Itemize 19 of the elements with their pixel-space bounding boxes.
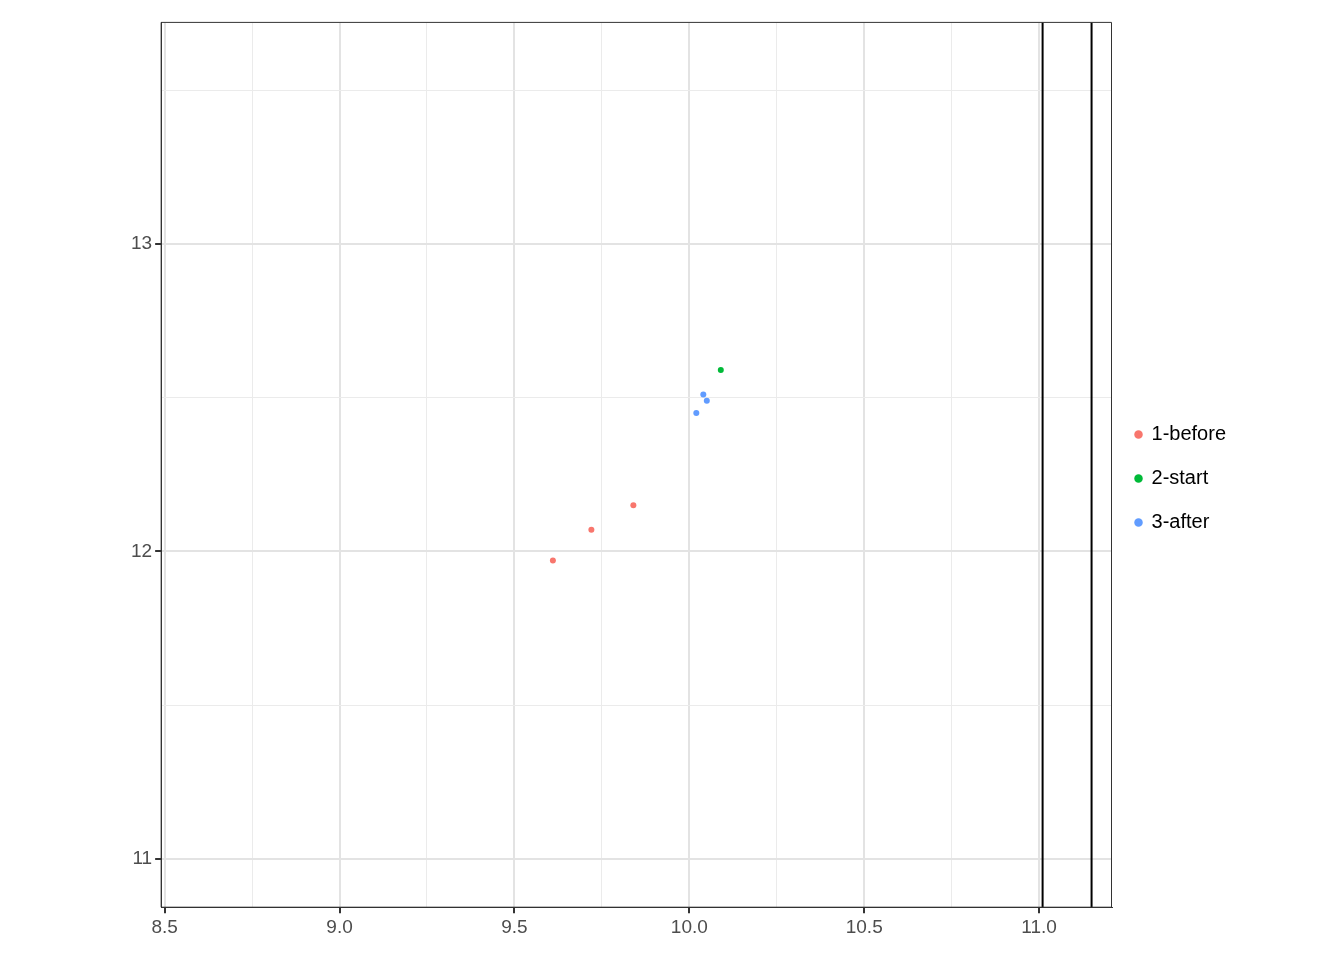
point [549,557,556,564]
point [693,409,700,416]
point [717,366,724,373]
legend-label: 3-after [1151,510,1210,533]
point [703,397,710,404]
y-tick-label: 11 [132,847,153,869]
x-tick-label: 10.0 [670,915,708,937]
x-tick-label: 9.5 [501,915,528,937]
point [588,526,595,533]
x-tick-label: 11.0 [1021,915,1057,937]
x-tick-label: 10.5 [845,915,883,937]
y-tick-label: 13 [130,232,153,254]
y-tick-label: 12 [130,539,153,561]
x-tick-label: 9.0 [326,915,353,937]
legend-label: 1-before [1151,422,1227,445]
point [630,502,637,509]
x-tick-label: 8.5 [151,915,178,937]
legend-label: 2-start [1151,466,1209,489]
point [700,391,707,398]
